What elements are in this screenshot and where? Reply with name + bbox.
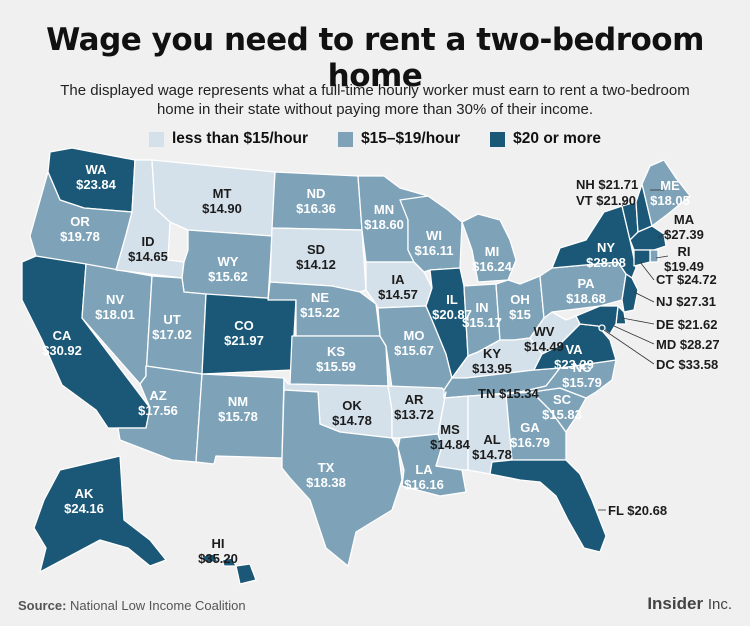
legend-swatch-high bbox=[490, 131, 506, 147]
state-me[interactable] bbox=[641, 159, 691, 227]
state-ri[interactable] bbox=[649, 249, 659, 263]
state-nj[interactable] bbox=[621, 273, 639, 313]
label-sd: SD $14.12 bbox=[296, 242, 336, 272]
label-fl: FL $20.68 bbox=[608, 503, 667, 518]
label-or: OR $19.78 bbox=[60, 214, 100, 244]
label-nc: NC $15.79 bbox=[562, 360, 602, 390]
label-oh: OH $15 bbox=[509, 292, 531, 322]
label-mn: MN $18.60 bbox=[364, 202, 404, 232]
label-nm: NM $15.78 bbox=[218, 394, 258, 424]
legend: less than $15/hour $15–$19/hour $20 or m… bbox=[0, 130, 750, 148]
brand-suffix: Inc. bbox=[707, 596, 732, 613]
state-dc[interactable] bbox=[598, 324, 606, 332]
label-il: IL $20.87 bbox=[432, 292, 472, 322]
label-mo: MO $15.67 bbox=[394, 328, 434, 358]
label-va: VA $23.29 bbox=[554, 342, 594, 372]
label-in: IN $15.17 bbox=[462, 300, 502, 330]
label-nd: ND $16.36 bbox=[296, 186, 336, 216]
label-ma: MA $27.39 bbox=[664, 212, 704, 242]
label-nh: NH $21.71 bbox=[576, 177, 638, 192]
label-vt: VT $21.90 bbox=[576, 193, 636, 208]
label-md: MD $28.27 bbox=[656, 337, 720, 352]
label-az: AZ $17.56 bbox=[138, 388, 178, 418]
state-ct[interactable] bbox=[633, 249, 651, 267]
state-md[interactable] bbox=[575, 305, 619, 335]
source-text: National Low Income Coalition bbox=[70, 598, 246, 613]
state-ks[interactable] bbox=[289, 335, 389, 387]
state-labels: WA $23.84 OR $19.78 CA $30.92 NV $18.01 ID $1… bbox=[42, 162, 719, 566]
legend-swatch-low bbox=[148, 131, 164, 147]
label-de: DE $21.62 bbox=[656, 317, 717, 332]
legend-label-high: $20 or more bbox=[513, 130, 602, 147]
legend-label-mid: $15–$19/hour bbox=[361, 130, 461, 147]
label-ny: NY $28.08 bbox=[586, 240, 626, 270]
insider-logo: Insider Inc. bbox=[647, 594, 732, 614]
label-ca: CA $30.92 bbox=[42, 328, 82, 358]
state-hi-big-island[interactable] bbox=[235, 563, 257, 585]
state-il[interactable] bbox=[425, 267, 469, 379]
state-tx[interactable] bbox=[281, 389, 403, 567]
label-ct: CT $24.72 bbox=[656, 272, 717, 287]
state-hi[interactable] bbox=[201, 553, 219, 563]
label-pa: PA $18.68 bbox=[566, 276, 606, 306]
label-nj: NJ $27.31 bbox=[656, 294, 716, 309]
label-ms: MS $14.84 bbox=[430, 422, 471, 452]
state-mi[interactable] bbox=[461, 213, 517, 283]
state-nc[interactable] bbox=[519, 359, 617, 399]
legend-item-high: $20 or more bbox=[490, 130, 601, 148]
label-id: ID $14.65 bbox=[128, 234, 168, 264]
legend-swatch-mid bbox=[338, 131, 354, 147]
label-ks: KS $15.59 bbox=[316, 344, 356, 374]
label-wa: WA $23.84 bbox=[76, 162, 117, 192]
label-me: ME $18.05 bbox=[650, 178, 690, 208]
map-subtitle: The displayed wage represents what a ful… bbox=[60, 82, 690, 118]
state-ak[interactable] bbox=[33, 455, 167, 573]
state-fl[interactable] bbox=[489, 459, 607, 553]
label-wi: WI $16.11 bbox=[414, 228, 453, 258]
label-mt: MT $14.90 bbox=[202, 186, 242, 216]
source-label: Source: bbox=[18, 598, 67, 613]
label-mi: MI $16.24 bbox=[472, 244, 513, 274]
label-ar: AR $13.72 bbox=[394, 392, 434, 422]
label-wy: WY $15.62 bbox=[208, 254, 248, 284]
label-ia: IA $14.57 bbox=[378, 272, 418, 302]
label-tn: TN $15.34 bbox=[478, 386, 540, 401]
label-hi: HI $35.20 bbox=[198, 536, 238, 566]
label-ky: KY $13.95 bbox=[472, 346, 512, 376]
label-wv: WV $14.49 bbox=[524, 324, 564, 354]
map-title: Wage you need to rent a two-bedroom home bbox=[46, 22, 704, 94]
label-sc: SC $15.83 bbox=[542, 392, 582, 422]
label-co: CO $21.97 bbox=[224, 318, 264, 348]
label-ok: OK $14.78 bbox=[332, 398, 372, 428]
label-ne: NE $15.22 bbox=[300, 290, 340, 320]
brand-name: Insider bbox=[647, 594, 704, 613]
label-al: AL $14.78 bbox=[472, 432, 512, 462]
legend-item-low: less than $15/hour bbox=[148, 130, 309, 148]
label-dc: DC $33.58 bbox=[656, 357, 718, 372]
label-ri: RI $19.49 bbox=[664, 244, 704, 274]
source-note: Source: National Low Income Coalition bbox=[18, 598, 246, 613]
label-tx: TX $18.38 bbox=[306, 460, 346, 490]
label-ak: AK $24.16 bbox=[64, 486, 104, 516]
label-la: LA $16.16 bbox=[404, 462, 444, 492]
legend-label-low: less than $15/hour bbox=[171, 130, 309, 147]
label-ga: GA $16.79 bbox=[510, 420, 550, 450]
label-nv: NV $18.01 bbox=[95, 292, 135, 322]
legend-item-mid: $15–$19/hour bbox=[338, 130, 460, 148]
label-ut: UT $17.02 bbox=[152, 312, 192, 342]
leader-lines bbox=[598, 189, 669, 511]
